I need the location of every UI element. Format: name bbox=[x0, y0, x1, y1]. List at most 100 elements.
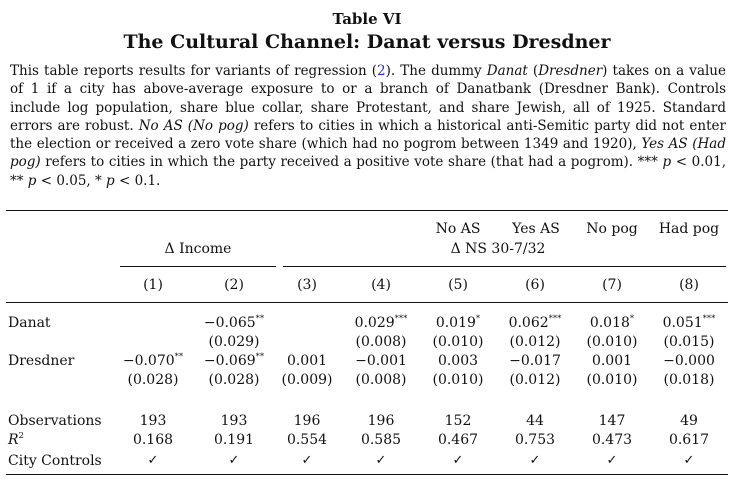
standard-error-cell: (0.012) bbox=[509, 372, 561, 388]
caption-p: p bbox=[27, 172, 37, 189]
caption-text: < 0.05, * bbox=[36, 172, 107, 189]
significance-stars: *** bbox=[702, 314, 716, 324]
standard-error-cell: (0.012) bbox=[509, 334, 561, 350]
coefficient-cell: 0.018* bbox=[575, 314, 649, 332]
standard-error-cell: (0.010) bbox=[432, 334, 484, 350]
coefficient-cell: 0.029*** bbox=[344, 314, 418, 332]
significance-stars: *** bbox=[548, 314, 562, 324]
coefficient-value: −0.069 bbox=[203, 353, 256, 369]
caption-term: Danat bbox=[486, 63, 528, 79]
r-squared-cell: 0.585 bbox=[360, 432, 402, 448]
coefficient-value: −0.017 bbox=[509, 353, 561, 369]
column-number: (4) bbox=[371, 277, 391, 293]
column-number: (2) bbox=[224, 277, 244, 293]
observations-cell: 193 bbox=[139, 413, 167, 429]
city-controls-check: ✓ bbox=[147, 453, 159, 468]
caption-text: ( bbox=[527, 63, 539, 79]
city-controls-check: ✓ bbox=[683, 453, 695, 468]
row-label-r-squared: R2 bbox=[8, 431, 24, 449]
header-had-pog: Had pog bbox=[658, 221, 720, 237]
coefficient-value: 0.001 bbox=[286, 353, 328, 369]
column-number: (3) bbox=[297, 277, 317, 293]
standard-error-cell: (0.010) bbox=[586, 334, 638, 350]
coefficient-value: −0.070 bbox=[122, 353, 175, 369]
column-number: (5) bbox=[448, 277, 468, 293]
income-group-rule bbox=[120, 266, 276, 267]
coefficient-cell: 0.062*** bbox=[498, 314, 572, 332]
r-squared-cell: 0.191 bbox=[213, 432, 255, 448]
row-label-dresdner: Dresdner bbox=[8, 353, 75, 369]
column-number: (1) bbox=[143, 277, 163, 293]
standard-error-cell: (0.010) bbox=[432, 372, 484, 388]
header-bottom-rule bbox=[6, 302, 728, 303]
coefficient-value: 0.029 bbox=[354, 315, 395, 331]
standard-error-cell: (0.028) bbox=[208, 372, 260, 388]
caption-text: refers to cities in which the party rece… bbox=[40, 154, 663, 171]
bottom-rule bbox=[6, 474, 728, 475]
coefficient-cell: 0.001 bbox=[270, 352, 344, 370]
observations-cell: 193 bbox=[220, 413, 248, 429]
caption-term: Dresdner bbox=[538, 63, 603, 79]
significance-stars: ** bbox=[255, 314, 265, 324]
header-group-ns: Δ NS 30-7/32 bbox=[450, 241, 546, 257]
coefficient-value: 0.001 bbox=[591, 353, 633, 369]
city-controls-check: ✓ bbox=[228, 453, 240, 468]
standard-error-cell: (0.029) bbox=[208, 334, 260, 350]
r-squared-symbol: R bbox=[8, 432, 19, 448]
significance-stars: * bbox=[629, 314, 635, 324]
standard-error-cell: (0.010) bbox=[586, 372, 638, 388]
column-number: (7) bbox=[602, 277, 622, 293]
standard-error-cell: (0.028) bbox=[127, 372, 179, 388]
city-controls-check: ✓ bbox=[606, 453, 618, 468]
caption-term: Yes AS (Had pog) bbox=[10, 136, 726, 171]
observations-cell: 147 bbox=[598, 413, 626, 429]
table-caption: This table reports results for variants … bbox=[10, 62, 726, 190]
coefficient-value: 0.003 bbox=[437, 353, 479, 369]
observations-cell: 44 bbox=[526, 413, 544, 429]
coefficient-cell: −0.069** bbox=[197, 352, 271, 370]
standard-error-cell: (0.018) bbox=[663, 372, 715, 388]
coefficient-value: −0.001 bbox=[355, 353, 407, 369]
caption-text: < 0.01, ** bbox=[10, 154, 726, 189]
standard-error-cell: (0.008) bbox=[355, 334, 407, 350]
equation-reference-link[interactable]: 2 bbox=[377, 63, 386, 79]
r-squared-cell: 0.617 bbox=[668, 432, 710, 448]
r-squared-cell: 0.467 bbox=[437, 432, 479, 448]
header-no-pog: No pog bbox=[586, 221, 638, 237]
coefficient-cell: −0.017 bbox=[498, 352, 572, 370]
caption-text: ) takes on a value of 1 if a city has ab… bbox=[10, 63, 726, 134]
caption-text: < 0.1. bbox=[114, 172, 161, 189]
significance-stars: ** bbox=[255, 352, 265, 362]
row-label-observations: Observations bbox=[8, 413, 102, 429]
coefficient-cell: 0.001 bbox=[575, 352, 649, 370]
table-title: The Cultural Channel: Danat versus Dresd… bbox=[123, 31, 611, 53]
top-rule bbox=[6, 210, 728, 211]
ns-group-rule bbox=[283, 266, 726, 267]
coefficient-cell: −0.001 bbox=[344, 352, 418, 370]
coefficient-value: 0.051 bbox=[662, 315, 703, 331]
coefficient-cell: 0.019* bbox=[421, 314, 495, 332]
coefficient-cell: −0.065** bbox=[197, 314, 271, 332]
r-squared-exponent: 2 bbox=[18, 431, 24, 441]
caption-term: No AS (No pog) bbox=[138, 117, 249, 134]
column-number: (8) bbox=[679, 277, 699, 293]
header-no-as: No AS bbox=[435, 221, 481, 237]
table-label: Table VI bbox=[332, 10, 402, 28]
r-squared-cell: 0.554 bbox=[286, 432, 328, 448]
observations-cell: 196 bbox=[367, 413, 395, 429]
significance-stars: ** bbox=[174, 352, 184, 362]
standard-error-cell: (0.009) bbox=[281, 372, 333, 388]
significance-stars: * bbox=[475, 314, 481, 324]
header-group-income: Δ Income bbox=[164, 241, 232, 257]
caption-text: refers to cities in which a historical a… bbox=[10, 117, 726, 153]
coefficient-cell: −0.070** bbox=[116, 352, 190, 370]
standard-error-cell: (0.008) bbox=[355, 372, 407, 388]
row-label-city-controls: City Controls bbox=[8, 453, 102, 469]
city-controls-check: ✓ bbox=[301, 453, 313, 468]
coefficient-value: 0.019 bbox=[435, 315, 476, 331]
observations-cell: 196 bbox=[293, 413, 321, 429]
r-squared-cell: 0.473 bbox=[591, 432, 633, 448]
coefficient-value: −0.000 bbox=[663, 353, 715, 369]
city-controls-check: ✓ bbox=[529, 453, 541, 468]
